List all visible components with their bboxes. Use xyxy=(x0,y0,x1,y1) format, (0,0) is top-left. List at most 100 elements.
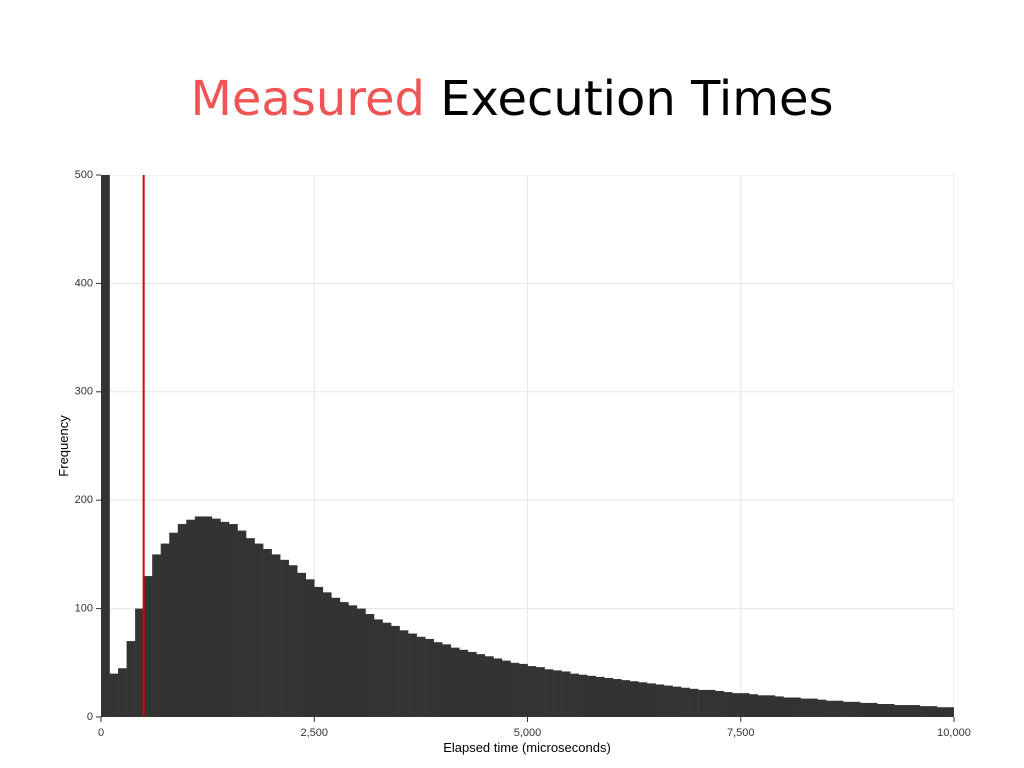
bar xyxy=(152,554,162,717)
bar xyxy=(570,673,579,717)
bar xyxy=(877,703,887,717)
bar xyxy=(442,644,452,717)
bar xyxy=(698,689,707,717)
bar xyxy=(740,693,750,717)
bar xyxy=(791,697,801,717)
bar xyxy=(433,642,443,717)
bar xyxy=(484,656,494,717)
bar xyxy=(646,683,656,717)
bar xyxy=(297,572,307,717)
bar xyxy=(826,700,835,717)
bar xyxy=(800,698,810,717)
x-tick-label: 0 xyxy=(98,727,104,739)
bar xyxy=(416,636,426,717)
bar xyxy=(450,647,460,717)
bar xyxy=(373,619,383,717)
y-tick-label: 500 xyxy=(75,169,93,181)
bar xyxy=(868,702,878,717)
bar xyxy=(339,602,349,717)
bar xyxy=(536,667,545,717)
y-tick-label: 0 xyxy=(87,711,93,723)
bar xyxy=(544,669,554,717)
bar xyxy=(843,701,852,717)
bar xyxy=(194,516,204,717)
bar xyxy=(126,641,136,717)
bar xyxy=(391,625,400,717)
bar xyxy=(228,524,238,717)
bar xyxy=(271,554,281,717)
x-tick-label: 10,000 xyxy=(937,727,971,739)
bar xyxy=(314,586,324,717)
bar xyxy=(715,690,724,717)
bar xyxy=(911,705,921,717)
bar xyxy=(732,693,742,717)
bar xyxy=(101,175,110,717)
bar xyxy=(808,698,818,717)
bar xyxy=(587,675,597,717)
bar xyxy=(143,576,153,717)
bar xyxy=(885,703,895,717)
plot-area xyxy=(101,175,954,717)
x-tick-label: 2,500 xyxy=(300,727,328,739)
bar xyxy=(203,516,213,717)
bar xyxy=(169,532,179,717)
bar xyxy=(902,705,912,717)
bar xyxy=(834,700,844,717)
bar xyxy=(186,519,196,717)
bar xyxy=(305,579,315,717)
bar xyxy=(851,701,861,717)
bar xyxy=(945,707,954,717)
bar xyxy=(604,677,614,717)
y-axis-label: Frequency xyxy=(56,415,71,477)
bar xyxy=(322,592,332,717)
bar xyxy=(595,676,605,717)
y-tick-label: 200 xyxy=(75,494,93,506)
bar xyxy=(493,658,503,717)
x-tick-label: 7,500 xyxy=(727,727,755,739)
bar xyxy=(757,695,767,717)
title-highlight: Measured xyxy=(190,71,424,127)
bar xyxy=(382,622,392,717)
bar xyxy=(177,524,187,717)
bar xyxy=(263,548,272,717)
bar xyxy=(689,688,699,717)
bar xyxy=(663,685,673,717)
bar xyxy=(459,649,469,717)
bar xyxy=(356,608,366,717)
bar xyxy=(561,671,571,717)
bar xyxy=(749,694,759,717)
bar xyxy=(510,662,520,717)
y-tick-label: 100 xyxy=(75,603,93,615)
bar xyxy=(681,687,690,717)
bar xyxy=(621,680,631,717)
bar xyxy=(331,597,341,717)
bar xyxy=(160,543,170,717)
bar xyxy=(348,605,358,717)
bar xyxy=(109,673,119,717)
bar xyxy=(860,702,869,717)
bar xyxy=(280,559,289,717)
bar xyxy=(135,608,144,717)
bar xyxy=(501,660,511,717)
bar xyxy=(928,706,938,717)
chart-title: Measured Execution Times xyxy=(190,71,833,127)
bar xyxy=(766,695,776,717)
bar xyxy=(706,689,716,717)
bar xyxy=(527,666,537,717)
bar xyxy=(723,692,733,717)
bar xyxy=(518,663,528,717)
bar xyxy=(774,696,784,717)
bar xyxy=(655,684,665,717)
bar xyxy=(365,614,375,717)
bar xyxy=(254,543,264,717)
x-axis-label: Elapsed time (microseconds) xyxy=(443,740,611,755)
bar xyxy=(612,679,622,717)
bar xyxy=(783,697,793,717)
bar xyxy=(476,654,486,717)
bar xyxy=(629,681,639,717)
bar xyxy=(936,707,946,717)
bar xyxy=(553,670,562,717)
bar xyxy=(408,633,417,717)
